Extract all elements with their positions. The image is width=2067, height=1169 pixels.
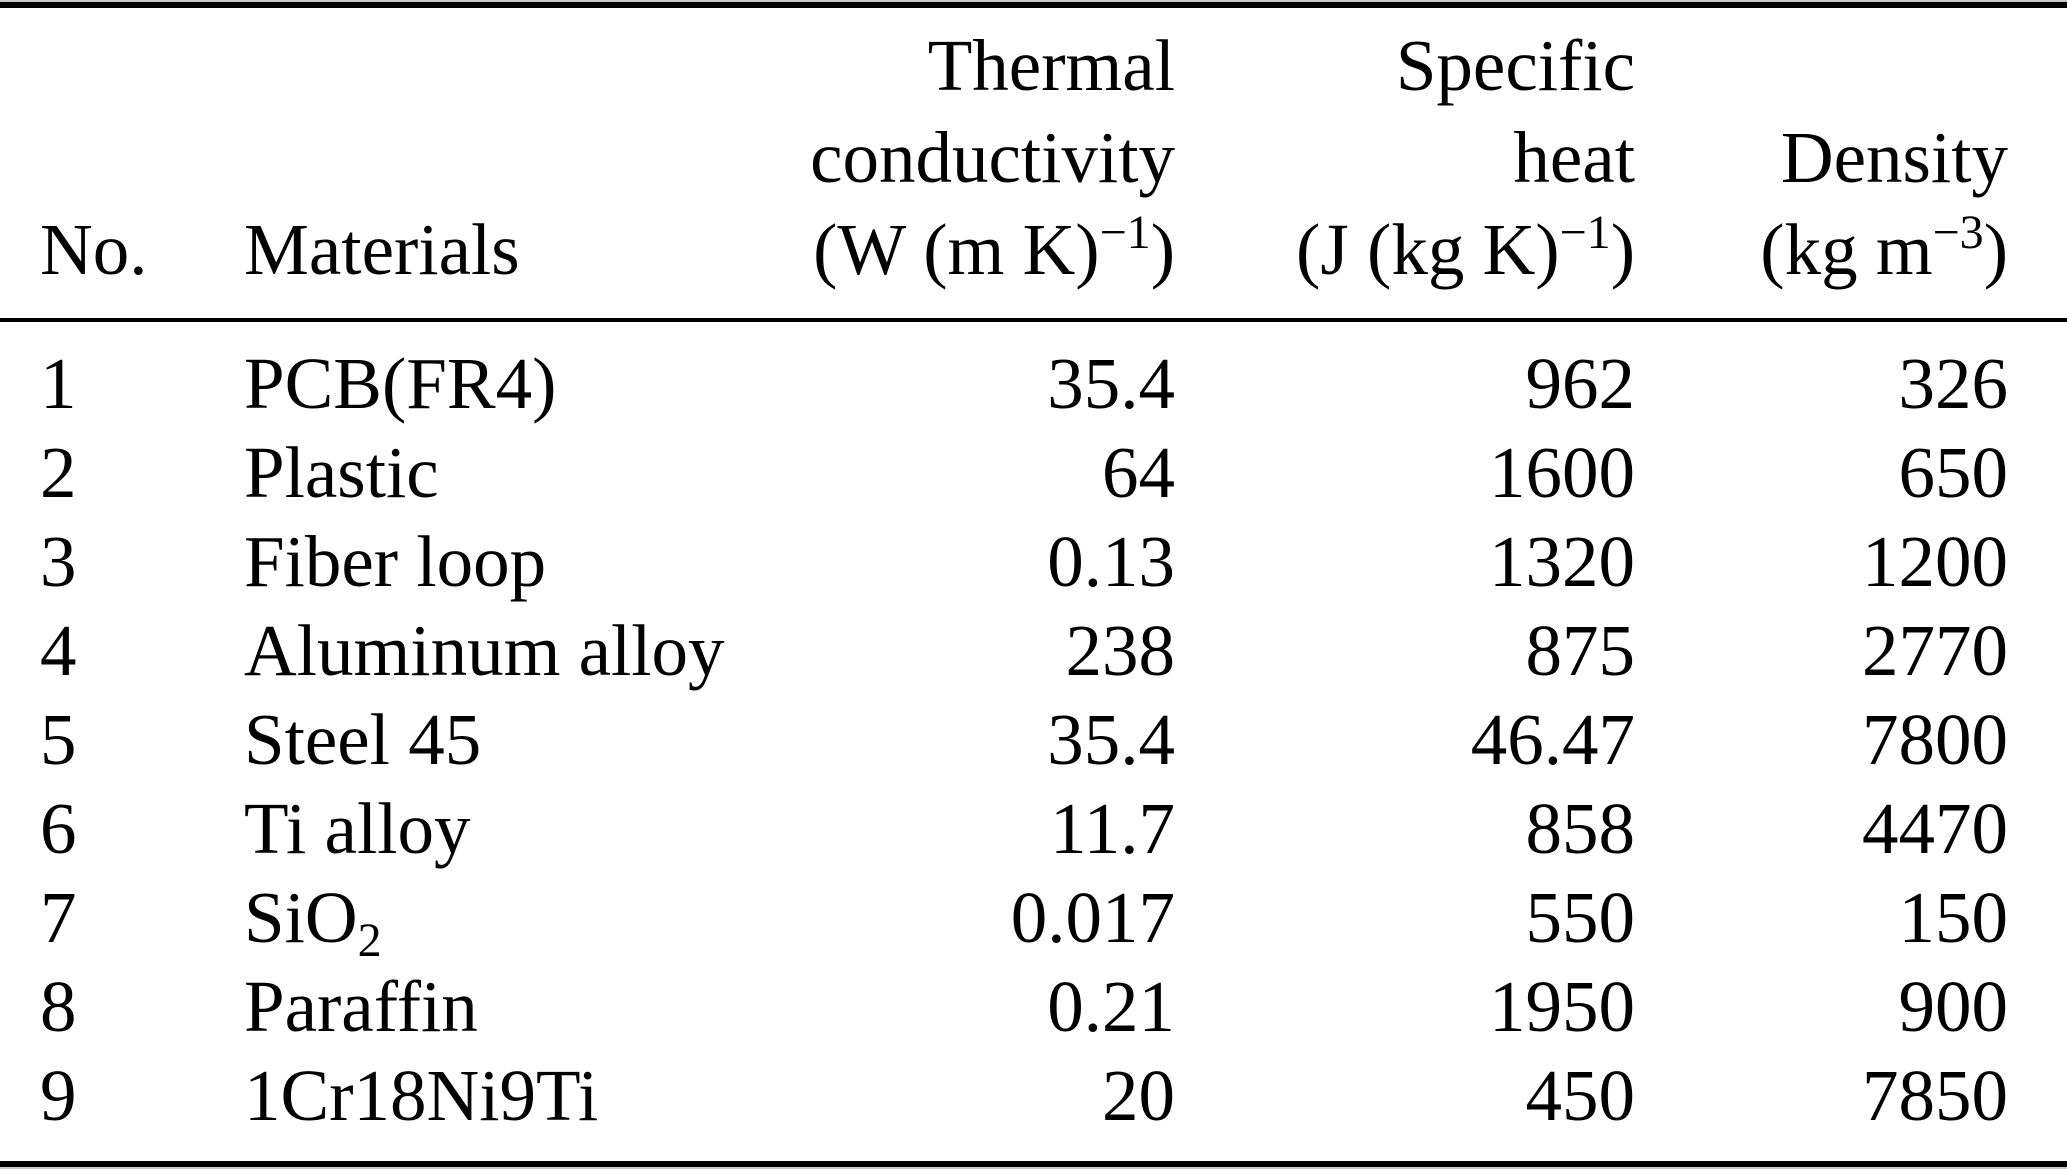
cell-specific-heat: 1600 bbox=[1489, 432, 1635, 513]
cell-density: 650 bbox=[1898, 432, 2009, 513]
unit-base: (J (kg K) bbox=[1296, 209, 1560, 290]
table-bottom-rule bbox=[0, 1161, 2067, 1167]
header-specific-line2: heat bbox=[1513, 117, 1635, 198]
header-specific-line1: Specific bbox=[1395, 25, 1635, 106]
cell-density: 7800 bbox=[1862, 699, 2008, 780]
cell-density: 1200 bbox=[1862, 521, 2008, 602]
header-no-label: No. bbox=[40, 209, 148, 290]
cell-no: 2 bbox=[40, 432, 77, 513]
cell-material: 1Cr18Ni9Ti bbox=[214, 1051, 770, 1140]
cell-density: 7850 bbox=[1862, 1055, 2008, 1136]
cell-material: Paraffin bbox=[214, 962, 770, 1051]
cell-no: 9 bbox=[40, 1055, 77, 1136]
cell-thermal-conductivity: 0.13 bbox=[1047, 521, 1175, 602]
header-density-unit: (kg m−3) bbox=[1760, 204, 2008, 296]
cell-no: 4 bbox=[40, 610, 77, 691]
header-no: No. bbox=[0, 8, 214, 322]
header-specific-heat: Specific heat (J (kg K)−1) bbox=[1175, 8, 1635, 322]
cell-material: Ti alloy bbox=[214, 784, 770, 873]
header-body-gap bbox=[0, 322, 2067, 339]
top-edge-hairline bbox=[0, 0, 2067, 2]
header-thermal-line1: Thermal bbox=[927, 25, 1175, 106]
cell-specific-heat: 1320 bbox=[1489, 521, 1635, 602]
header-thermal-unit: (W (m K)−1) bbox=[813, 204, 1175, 296]
cell-thermal-conductivity: 64 bbox=[1102, 432, 1175, 513]
cell-density: 900 bbox=[1898, 966, 2009, 1047]
material-name: SiO bbox=[244, 877, 358, 958]
cell-material: SiO2 bbox=[214, 873, 770, 965]
header-density-line1: Density bbox=[1780, 117, 2008, 198]
cell-material: PCB(FR4) bbox=[214, 339, 770, 428]
cell-material: Steel 45 bbox=[214, 695, 770, 784]
cell-density: 326 bbox=[1898, 343, 2009, 424]
cell-no: 8 bbox=[40, 966, 77, 1047]
header-density: Density (kg m−3) bbox=[1635, 8, 2067, 322]
cell-thermal-conductivity: 35.4 bbox=[1047, 699, 1175, 780]
unit-exponent: −3 bbox=[1932, 206, 1984, 259]
cell-material: Aluminum alloy bbox=[214, 606, 770, 695]
cell-specific-heat: 962 bbox=[1525, 343, 1636, 424]
material-name: Ti alloy bbox=[244, 788, 471, 869]
header-materials: Materials bbox=[214, 8, 770, 322]
unit-exponent: −1 bbox=[1099, 206, 1151, 259]
cell-no: 6 bbox=[40, 788, 77, 869]
unit-close: ) bbox=[1610, 209, 1635, 290]
cell-density: 150 bbox=[1898, 877, 2009, 958]
cell-no: 3 bbox=[40, 521, 77, 602]
material-name: Plastic bbox=[244, 432, 439, 513]
header-thermal-conductivity: Thermal conductivity (W (m K)−1) bbox=[770, 8, 1175, 322]
cell-thermal-conductivity: 238 bbox=[1065, 610, 1176, 691]
cell-no: 7 bbox=[40, 877, 77, 958]
cell-thermal-conductivity: 0.21 bbox=[1047, 966, 1175, 1047]
material-name: Aluminum alloy bbox=[244, 610, 725, 691]
cell-material: Fiber loop bbox=[214, 517, 770, 606]
cell-specific-heat: 875 bbox=[1525, 610, 1636, 691]
cell-density: 2770 bbox=[1862, 610, 2008, 691]
cell-density: 4470 bbox=[1862, 788, 2008, 869]
cell-material: Plastic bbox=[214, 428, 770, 517]
unit-close: ) bbox=[1983, 209, 2008, 290]
header-materials-label: Materials bbox=[244, 209, 520, 290]
material-name: PCB(FR4) bbox=[244, 343, 557, 424]
cell-specific-heat: 550 bbox=[1525, 877, 1636, 958]
material-name: Fiber loop bbox=[244, 521, 547, 602]
unit-exponent: −1 bbox=[1559, 206, 1611, 259]
header-thermal-line2: conductivity bbox=[810, 117, 1175, 198]
unit-base: (W (m K) bbox=[813, 209, 1100, 290]
cell-specific-heat: 1950 bbox=[1489, 966, 1635, 1047]
table-top-rule bbox=[0, 2, 2067, 8]
cell-thermal-conductivity: 11.7 bbox=[1049, 788, 1175, 869]
cell-specific-heat: 858 bbox=[1525, 788, 1636, 869]
cell-specific-heat: 46.47 bbox=[1470, 699, 1635, 780]
cell-thermal-conductivity: 35.4 bbox=[1047, 343, 1175, 424]
bottom-edge-hairline bbox=[0, 1167, 2067, 1169]
material-name: Paraffin bbox=[244, 966, 478, 1047]
cell-no: 1 bbox=[40, 343, 77, 424]
materials-properties-table: No. Materials Thermal conductivity (W (m… bbox=[0, 8, 2067, 1140]
material-name: Steel 45 bbox=[244, 699, 482, 780]
cell-thermal-conductivity: 20 bbox=[1102, 1055, 1175, 1136]
unit-close: ) bbox=[1150, 209, 1175, 290]
unit-base: (kg m bbox=[1760, 209, 1933, 290]
cell-thermal-conductivity: 0.017 bbox=[1010, 877, 1175, 958]
material-subscript: 2 bbox=[357, 914, 382, 967]
cell-specific-heat: 450 bbox=[1525, 1055, 1636, 1136]
cell-no: 5 bbox=[40, 699, 77, 780]
header-specific-unit: (J (kg K)−1) bbox=[1296, 204, 1635, 296]
material-name: 1Cr18Ni9Ti bbox=[244, 1055, 599, 1136]
